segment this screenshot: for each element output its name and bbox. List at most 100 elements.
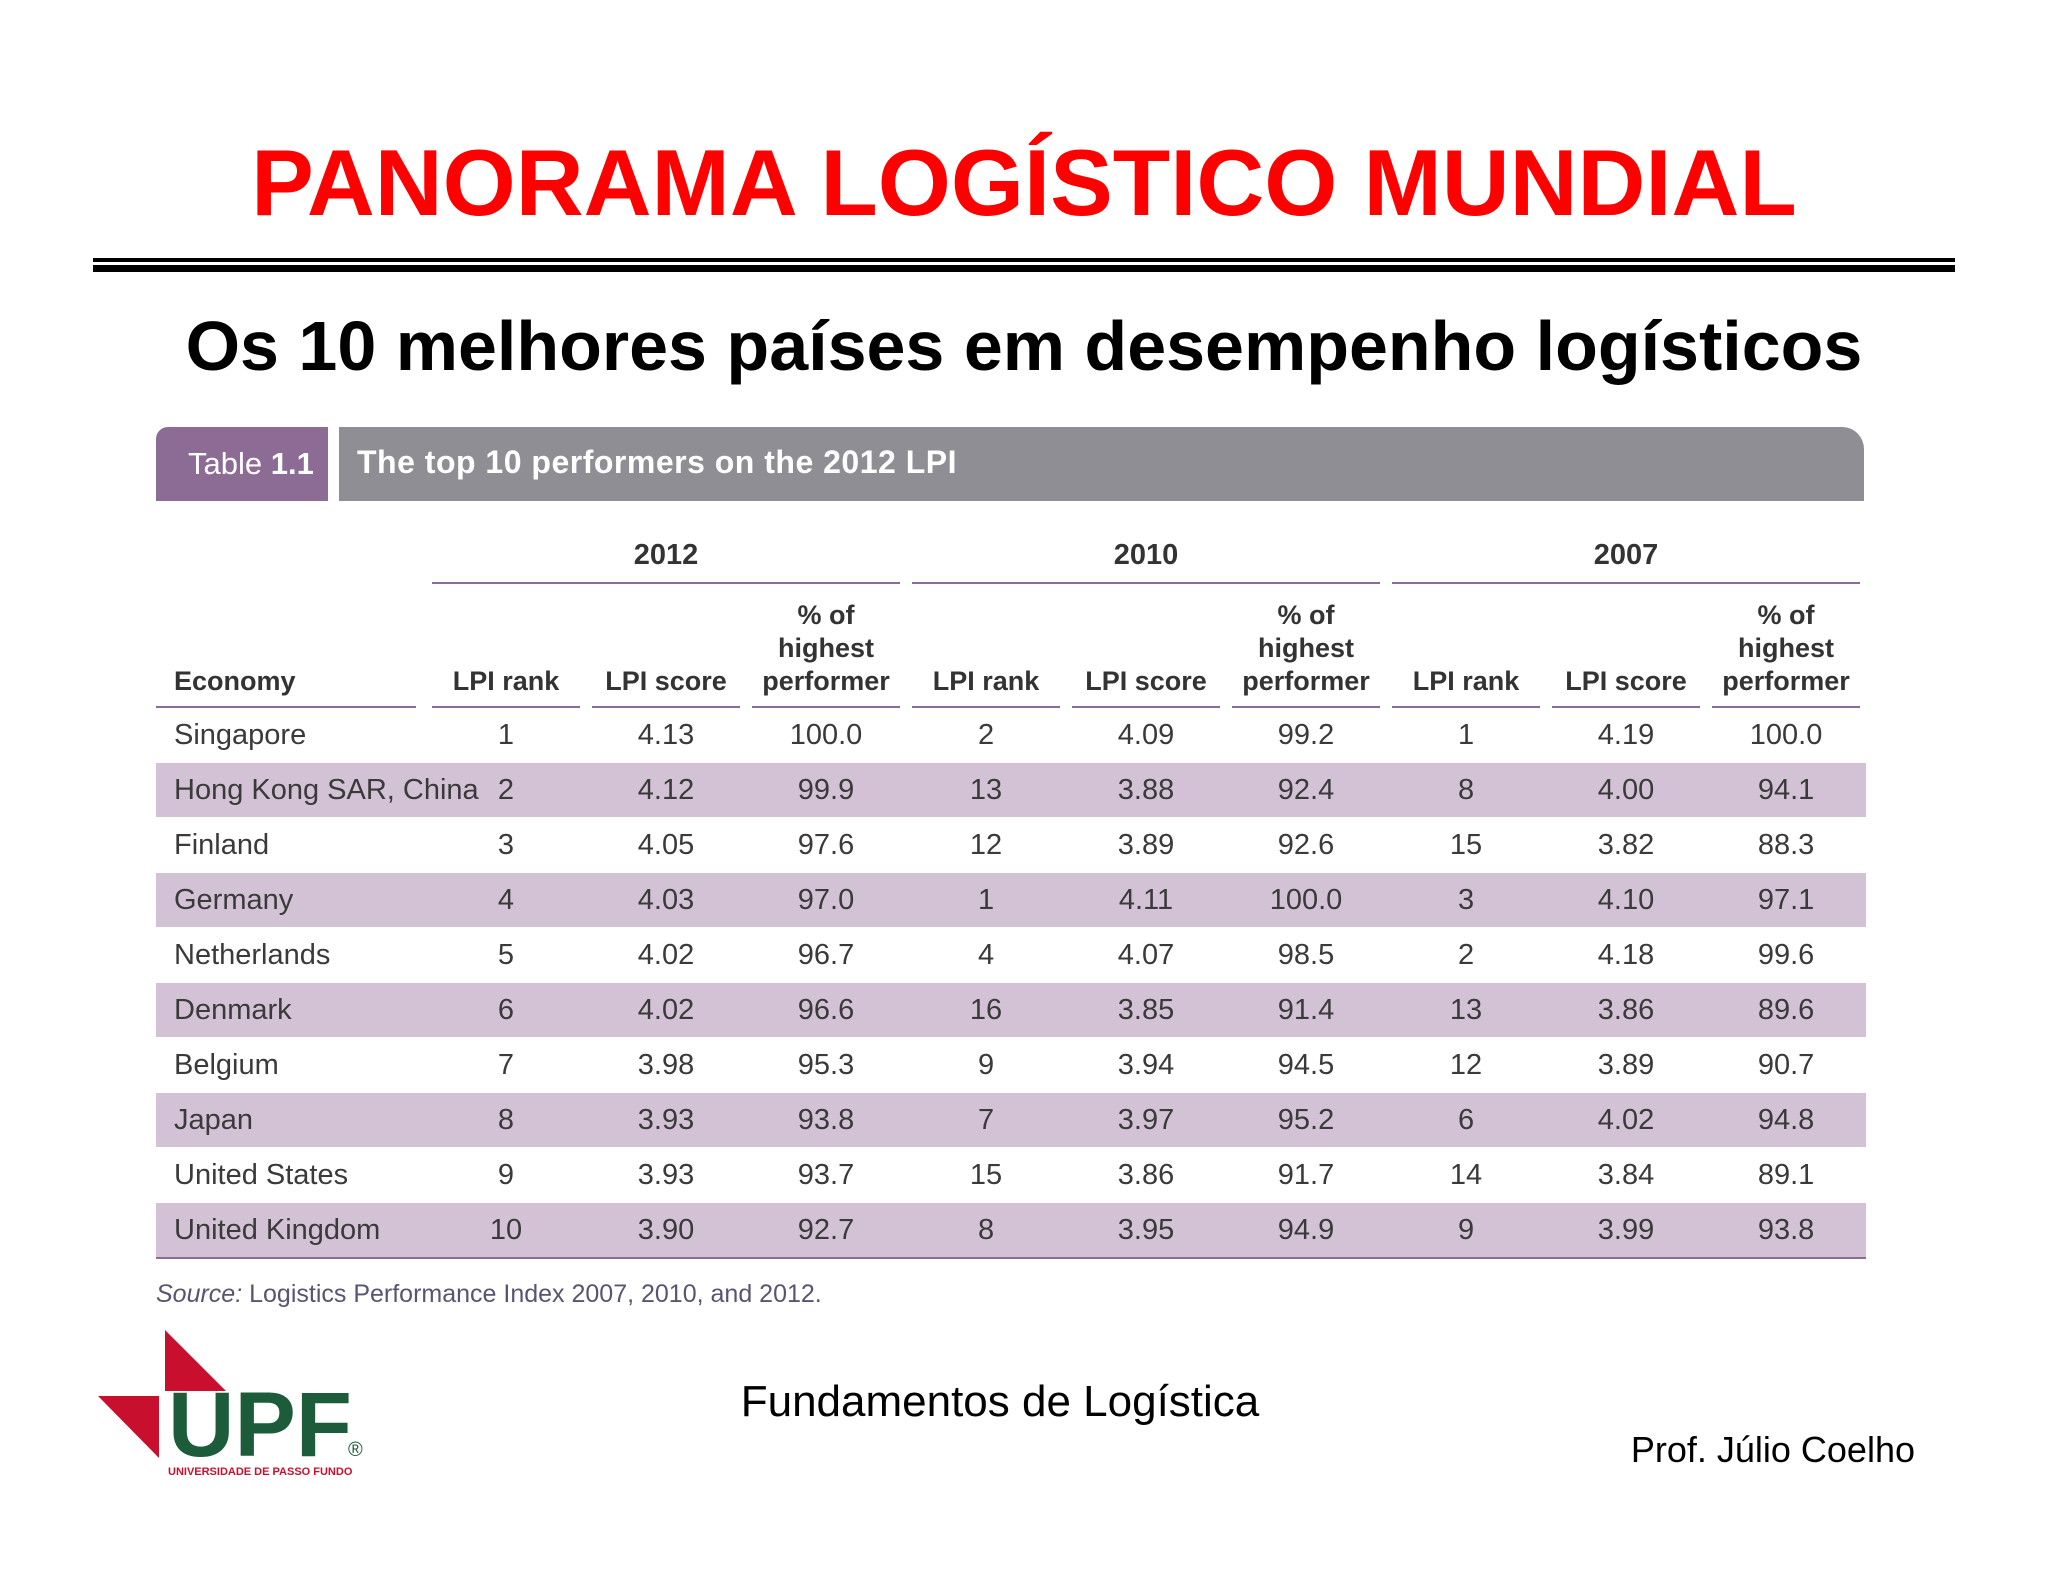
cell-pct-2010: 92.6 [1226, 818, 1386, 873]
cell-economy: Singapore [156, 708, 426, 763]
table-label-prefix: Table [188, 446, 262, 481]
cell-economy: Japan [156, 1093, 426, 1148]
table-row: United States 9 3.93 93.7 15 3.86 91.7 14 3.84 89… [156, 1148, 1866, 1203]
cell-pct-2010: 94.5 [1226, 1038, 1386, 1093]
cell-rank-2012: 9 [426, 1148, 586, 1203]
cell-rank-2007: 13 [1386, 983, 1546, 1038]
cell-score-2010: 3.95 [1066, 1203, 1226, 1259]
cell-pct-2007: 90.7 [1706, 1038, 1866, 1093]
cell-economy: Finland [156, 818, 426, 873]
cell-score-2010: 4.07 [1066, 928, 1226, 983]
cell-pct-2010: 91.7 [1226, 1148, 1386, 1203]
cell-rank-2010: 15 [906, 1148, 1066, 1203]
cell-score-2007: 4.10 [1546, 873, 1706, 928]
table-label-number: 1.1 [271, 446, 314, 481]
cell-score-2012: 4.12 [586, 763, 746, 818]
column-header-score: LPI score [586, 584, 746, 708]
column-header-score: LPI score [1546, 584, 1706, 708]
cell-pct-2012: 92.7 [746, 1203, 906, 1259]
table-row: Denmark 6 4.02 96.6 16 3.85 91.4 13 3.86 89.6 [156, 983, 1866, 1038]
slide-subtitle: Os 10 melhores países em desempenho logí… [0, 304, 2048, 388]
cell-pct-2010: 98.5 [1226, 928, 1386, 983]
cell-economy: Netherlands [156, 928, 426, 983]
cell-score-2010: 3.97 [1066, 1093, 1226, 1148]
cell-rank-2010: 13 [906, 763, 1066, 818]
cell-pct-2007: 100.0 [1706, 708, 1866, 763]
cell-pct-2007: 94.8 [1706, 1093, 1866, 1148]
cell-economy: Germany [156, 873, 426, 928]
cell-rank-2012: 5 [426, 928, 586, 983]
column-header-rank: LPI rank [426, 584, 586, 708]
cell-pct-2012: 100.0 [746, 708, 906, 763]
cell-rank-2010: 16 [906, 983, 1066, 1038]
cell-pct-2007: 89.6 [1706, 983, 1866, 1038]
cell-rank-2012: 3 [426, 818, 586, 873]
cell-rank-2010: 12 [906, 818, 1066, 873]
year-header-spacer [156, 528, 426, 584]
table-row: Belgium 7 3.98 95.3 9 3.94 94.5 12 3.89 90.7 [156, 1038, 1866, 1093]
cell-score-2012: 3.90 [586, 1203, 746, 1259]
table-label: Table 1.1 [156, 427, 328, 501]
column-header-economy: Economy [156, 584, 426, 708]
cell-rank-2007: 6 [1386, 1093, 1546, 1148]
cell-rank-2007: 14 [1386, 1148, 1546, 1203]
year-header-2012: 2012 [426, 528, 906, 584]
cell-score-2012: 4.02 [586, 983, 746, 1038]
column-header-rank: LPI rank [1386, 584, 1546, 708]
cell-score-2012: 3.93 [586, 1148, 746, 1203]
cell-score-2012: 3.98 [586, 1038, 746, 1093]
cell-score-2010: 3.89 [1066, 818, 1226, 873]
cell-rank-2007: 8 [1386, 763, 1546, 818]
column-header-row: Economy LPI rank LPI score % of highest … [156, 584, 1866, 708]
cell-score-2010: 3.88 [1066, 763, 1226, 818]
cell-rank-2010: 1 [906, 873, 1066, 928]
source-label: Source: [156, 1280, 242, 1308]
cell-economy: United States [156, 1148, 426, 1203]
cell-score-2012: 4.05 [586, 818, 746, 873]
cell-rank-2012: 1 [426, 708, 586, 763]
cell-rank-2007: 1 [1386, 708, 1546, 763]
cell-pct-2012: 96.6 [746, 983, 906, 1038]
year-header-2007: 2007 [1386, 528, 1866, 584]
table-source: Source: Logistics Performance Index 2007… [156, 1280, 822, 1309]
cell-pct-2010: 91.4 [1226, 983, 1386, 1038]
cell-score-2007: 3.84 [1546, 1148, 1706, 1203]
table-row: Netherlands 5 4.02 96.7 4 4.07 98.5 2 4.18 99.6 [156, 928, 1866, 983]
cell-rank-2007: 15 [1386, 818, 1546, 873]
cell-rank-2012: 8 [426, 1093, 586, 1148]
footer-course: Fundamentos de Logística [0, 1374, 2000, 1430]
year-header-2010: 2010 [906, 528, 1386, 584]
cell-pct-2012: 96.7 [746, 928, 906, 983]
table-row: Germany 4 4.03 97.0 1 4.11 100.0 3 4.10 97.1 [156, 873, 1866, 928]
cell-score-2010: 4.09 [1066, 708, 1226, 763]
cell-score-2007: 3.82 [1546, 818, 1706, 873]
cell-score-2007: 4.18 [1546, 928, 1706, 983]
column-header-pct: % of highest performer [1706, 584, 1866, 708]
cell-economy: Belgium [156, 1038, 426, 1093]
cell-rank-2007: 2 [1386, 928, 1546, 983]
slide-title: PANORAMA LOGÍSTICO MUNDIAL [0, 128, 2048, 238]
cell-pct-2010: 94.9 [1226, 1203, 1386, 1259]
cell-pct-2007: 88.3 [1706, 818, 1866, 873]
logo-registered: ® [348, 1439, 363, 1461]
cell-score-2012: 4.13 [586, 708, 746, 763]
cell-rank-2010: 2 [906, 708, 1066, 763]
cell-score-2007: 4.02 [1546, 1093, 1706, 1148]
cell-rank-2012: 7 [426, 1038, 586, 1093]
logo-caption: UNIVERSIDADE DE PASSO FUNDO [168, 1466, 353, 1478]
cell-rank-2010: 4 [906, 928, 1066, 983]
cell-pct-2012: 93.8 [746, 1093, 906, 1148]
cell-score-2007: 3.86 [1546, 983, 1706, 1038]
table-row: Hong Kong SAR, China 2 4.12 99.9 13 3.88 92.4 8… [156, 763, 1866, 818]
cell-score-2010: 3.85 [1066, 983, 1226, 1038]
lpi-table: 2012 2010 2007 Economy LPI rank LPI scor… [156, 528, 1866, 1259]
cell-pct-2007: 94.1 [1706, 763, 1866, 818]
cell-score-2007: 3.89 [1546, 1038, 1706, 1093]
cell-score-2007: 4.19 [1546, 708, 1706, 763]
year-header-row: 2012 2010 2007 [156, 528, 1866, 584]
column-header-score: LPI score [1066, 584, 1226, 708]
cell-pct-2010: 95.2 [1226, 1093, 1386, 1148]
cell-score-2010: 4.11 [1066, 873, 1226, 928]
column-header-pct: % of highest performer [746, 584, 906, 708]
cell-score-2010: 3.86 [1066, 1148, 1226, 1203]
